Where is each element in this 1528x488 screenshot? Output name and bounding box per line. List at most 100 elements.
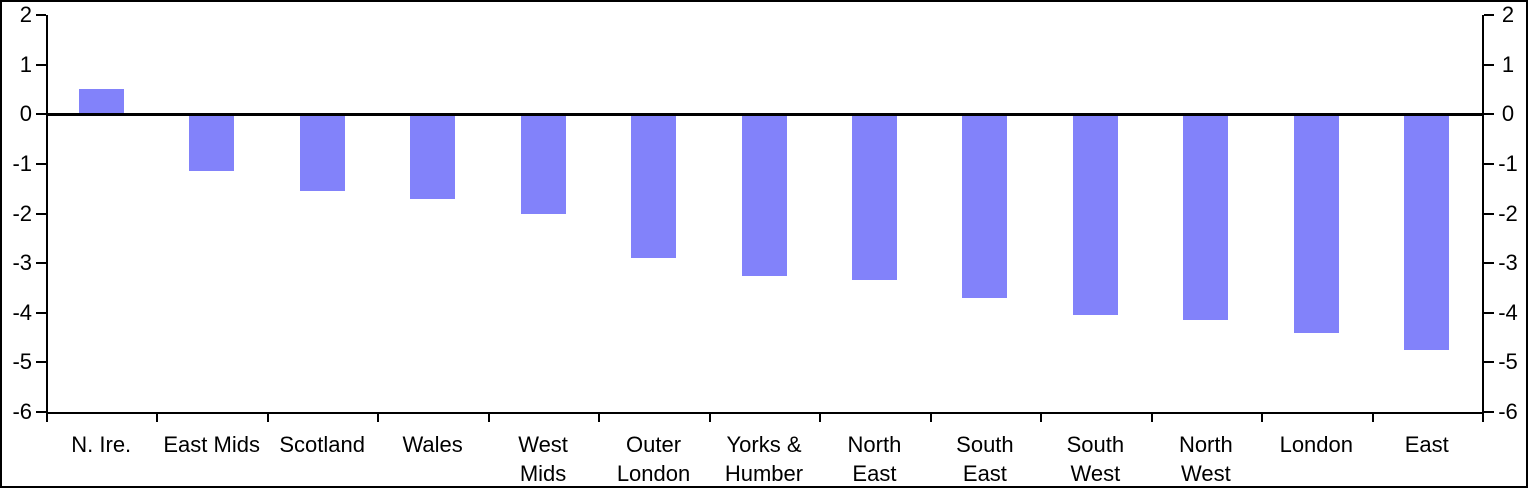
- x-tick: [1482, 414, 1484, 422]
- y-axis-tick-label-left: -6: [12, 399, 32, 424]
- x-axis-category-label: North West: [1151, 430, 1261, 486]
- x-tick: [708, 414, 711, 422]
- y-axis-tick-label-right: 1: [1501, 51, 1515, 77]
- x-tick: [598, 414, 601, 422]
- x-axis-category-label-line: East: [1404, 432, 1449, 457]
- x-axis-category-label-line: North: [1178, 432, 1233, 457]
- x-tick: [377, 414, 380, 422]
- bar: [1404, 114, 1450, 350]
- y-axis-right: [1482, 15, 1484, 414]
- x-axis-category-label: West Mids: [488, 430, 598, 486]
- bar: [741, 114, 787, 276]
- x-axis-category-label-line: West: [1070, 461, 1121, 486]
- x-axis-category-label-line: Humber: [724, 461, 804, 486]
- y-tick-right: [1484, 113, 1494, 116]
- y-axis-tick-label-right: -2: [1498, 200, 1518, 226]
- y-axis-tick-label-right: 0: [1501, 101, 1515, 127]
- y-axis-tick-label-left: -4: [12, 299, 32, 325]
- y-tick-left: [36, 262, 46, 265]
- x-axis-category-label: Outer London: [598, 430, 708, 486]
- x-axis-category-label-line: N. Ire.: [71, 432, 132, 457]
- y-tick-right: [1484, 311, 1494, 314]
- y-tick-left: [36, 162, 46, 165]
- bar: [78, 89, 124, 115]
- y-tick-right: [1484, 212, 1494, 215]
- y-tick-left: [36, 113, 46, 116]
- y-tick-right: [1484, 262, 1494, 265]
- y-tick-left: [36, 361, 46, 364]
- x-axis-category-label-line: South: [956, 432, 1014, 457]
- x-axis-category-label-line: Mids: [519, 461, 567, 486]
- x-axis-category-label-line: Wales: [402, 432, 463, 457]
- y-tick-right: [1484, 361, 1494, 364]
- bar: [1293, 114, 1339, 333]
- bar: [631, 114, 677, 259]
- x-axis-category-label-line: East: [962, 461, 1007, 486]
- y-axis-tick-label-right: -3: [1498, 250, 1518, 276]
- x-tick: [1371, 414, 1374, 422]
- x-axis-category-label-line: Scotland: [279, 432, 365, 457]
- bar: [299, 114, 345, 192]
- x-axis-category-label-line: South: [1066, 432, 1125, 457]
- y-axis-tick-label-right: 2: [1501, 2, 1515, 27]
- x-axis-category-label-line: East Mids: [163, 432, 260, 457]
- x-tick: [156, 414, 159, 422]
- x-axis-category-label: Yorks & Humber: [709, 430, 819, 486]
- y-axis-tick-label-left: -2: [12, 200, 32, 226]
- y-tick-left: [36, 14, 46, 16]
- x-axis-category-label-line: London: [1279, 432, 1353, 457]
- y-tick-left: [36, 411, 46, 413]
- y-tick-right: [1484, 411, 1494, 413]
- x-axis-category-label: London: [1261, 430, 1371, 459]
- bar: [410, 114, 456, 199]
- y-tick-left: [36, 212, 46, 215]
- x-axis-category-label: North East: [819, 430, 929, 486]
- y-axis-tick-label-right: -6: [1498, 399, 1518, 424]
- x-tick: [929, 414, 932, 422]
- x-axis-category-label-line: East: [852, 461, 897, 486]
- y-axis-tick-label-left: 2: [19, 2, 32, 27]
- y-tick-right: [1484, 162, 1494, 165]
- x-axis-category-label: East: [1372, 430, 1482, 459]
- bar: [851, 114, 897, 281]
- x-axis-category-label: Wales: [377, 430, 487, 459]
- x-axis-category-label: East Mids: [156, 430, 266, 459]
- y-axis-tick-label-left: 0: [19, 101, 32, 127]
- x-axis-category-label: Scotland: [267, 430, 377, 459]
- x-tick: [819, 414, 822, 422]
- y-axis-tick-label-left: -3: [12, 250, 32, 276]
- x-axis-baseline: [46, 412, 1484, 414]
- y-tick-right: [1484, 14, 1494, 16]
- x-axis-category-label: N. Ire.: [46, 430, 156, 459]
- x-tick: [1040, 414, 1043, 422]
- x-axis-category-label-line: London: [616, 461, 691, 486]
- y-axis-tick-label-right: -4: [1498, 299, 1518, 325]
- x-axis-category-label-line: West: [518, 432, 568, 457]
- x-tick: [46, 414, 48, 422]
- y-axis-tick-label-right: -5: [1498, 349, 1518, 375]
- x-axis-category-label-line: North: [847, 432, 902, 457]
- y-axis-tick-label-right: -1: [1498, 150, 1518, 176]
- x-tick: [1150, 414, 1153, 422]
- x-tick: [1261, 414, 1264, 422]
- y-tick-left: [36, 311, 46, 314]
- x-tick: [266, 414, 269, 422]
- y-axis-tick-label-left: -5: [12, 349, 32, 375]
- y-tick-left: [36, 63, 46, 66]
- zero-line: [48, 113, 1482, 117]
- y-axis-left: [46, 15, 48, 414]
- bar: [1072, 114, 1118, 316]
- y-axis-tick-label-left: -1: [12, 150, 32, 176]
- x-axis-category-label: South West: [1040, 430, 1150, 486]
- bar: [520, 114, 566, 214]
- x-axis-category-label-line: West: [1180, 461, 1231, 486]
- bar: [962, 114, 1008, 298]
- y-axis-tick-label-left: 1: [19, 51, 32, 77]
- x-axis-category-label-line: Yorks &: [726, 432, 802, 457]
- bar: [1183, 114, 1229, 321]
- x-tick: [487, 414, 490, 422]
- x-axis-category-label-line: Outer: [626, 432, 682, 457]
- bar: [189, 114, 235, 172]
